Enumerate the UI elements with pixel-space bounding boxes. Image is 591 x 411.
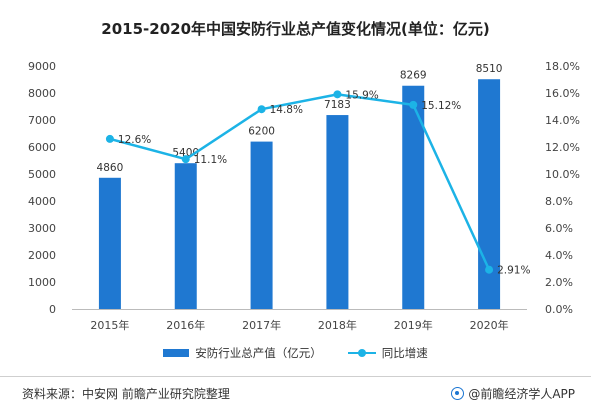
line-point (409, 100, 418, 109)
footer: 资料来源：中安网 前瞻产业研究院整理 @前瞻经济学人APP (0, 376, 591, 411)
right-tick-label: 10.0% (545, 168, 580, 181)
legend-label-line: 同比增速 (381, 346, 428, 360)
x-tick-label: 2015年 (90, 318, 129, 332)
bar (98, 177, 121, 309)
line-value-label: 11.1% (194, 154, 227, 166)
right-tick-label: 6.0% (545, 222, 573, 235)
x-tick-label: 2020年 (470, 318, 509, 332)
brand-logo-icon (451, 387, 465, 400)
line-point (105, 134, 114, 143)
chart-title: 2015-2020年中国安防行业总产值变化情况(单位：亿元) (101, 20, 490, 38)
growth-line (109, 93, 491, 271)
bar-value-label: 4860 (97, 162, 124, 174)
line-series (105, 90, 494, 274)
legend-item-bar[interactable]: 安防行业总产值（亿元） (163, 345, 322, 361)
left-tick-label: 8000 (28, 87, 56, 100)
source-note: 资料来源：中安网 前瞻产业研究院整理 (22, 387, 230, 401)
left-tick-label: 4000 (28, 195, 56, 208)
left-tick-label: 9000 (28, 60, 56, 73)
line-value-label: 15.9% (345, 89, 378, 101)
right-tick-label: 12.0% (545, 141, 580, 154)
bar-series (98, 79, 501, 310)
left-tick-label: 3000 (28, 222, 56, 235)
left-tick-label: 5000 (28, 168, 56, 181)
bar (478, 79, 501, 309)
right-axis-ticks: 0.0% 2.0% 4.0% 6.0% 8.0% 10.0% 12.0% 14.0% 16.0%… (545, 60, 580, 316)
line-value-label: 14.8% (270, 104, 303, 116)
left-tick-label: 2000 (28, 249, 56, 262)
right-tick-label: 14.0% (545, 114, 580, 127)
line-value-label: 12.6% (118, 134, 151, 146)
bar-value-label: 8269 (400, 70, 427, 82)
right-tick-label: 0.0% (545, 303, 573, 316)
bar-value-label: 6200 (248, 126, 275, 138)
x-axis-ticks: 2015年 2016年 2017年 2018年 2019年 2020年 (90, 318, 508, 332)
brand-text: @前瞻经济学人APP (468, 387, 575, 401)
right-tick-label: 8.0% (545, 195, 573, 208)
line-point (257, 105, 266, 114)
bar (250, 141, 273, 309)
bar-value-label: 8510 (476, 63, 503, 75)
bar (174, 163, 197, 309)
line-labels: 12.6% 11.1% 14.8% 15.9% 15.12% 2.91% (118, 89, 531, 276)
line-point (485, 265, 494, 274)
bar (326, 115, 349, 310)
bar-value-label: 7183 (324, 99, 351, 111)
brand-credit: @前瞻经济学人APP (451, 385, 575, 402)
line-value-label: 2.91% (497, 265, 530, 277)
line-point (333, 90, 342, 99)
x-tick-label: 2017年 (242, 318, 281, 332)
line-value-label: 15.12% (421, 100, 461, 112)
legend-label-bar: 安防行业总产值（亿元） (195, 346, 322, 360)
right-tick-label: 4.0% (545, 249, 573, 262)
legend: 安防行业总产值（亿元） 同比增速 (0, 345, 591, 361)
legend-item-line[interactable]: 同比增速 (347, 345, 428, 361)
line-swatch-icon (347, 347, 376, 359)
left-axis-ticks: 0 1000 2000 3000 4000 5000 6000 7000 8000 9000 (28, 60, 56, 316)
x-tick-label: 2018年 (318, 318, 357, 332)
x-tick-label: 2019年 (394, 318, 433, 332)
x-tick-label: 2016年 (166, 318, 205, 332)
left-tick-label: 7000 (28, 114, 56, 127)
right-tick-label: 18.0% (545, 60, 580, 73)
left-tick-label: 1000 (28, 276, 56, 289)
bar (402, 85, 425, 309)
bar-swatch-icon (163, 349, 190, 357)
right-tick-label: 2.0% (545, 276, 573, 289)
left-tick-label: 6000 (28, 141, 56, 154)
left-tick-label: 0 (49, 303, 56, 316)
right-tick-label: 16.0% (545, 87, 580, 100)
line-point (181, 155, 190, 164)
